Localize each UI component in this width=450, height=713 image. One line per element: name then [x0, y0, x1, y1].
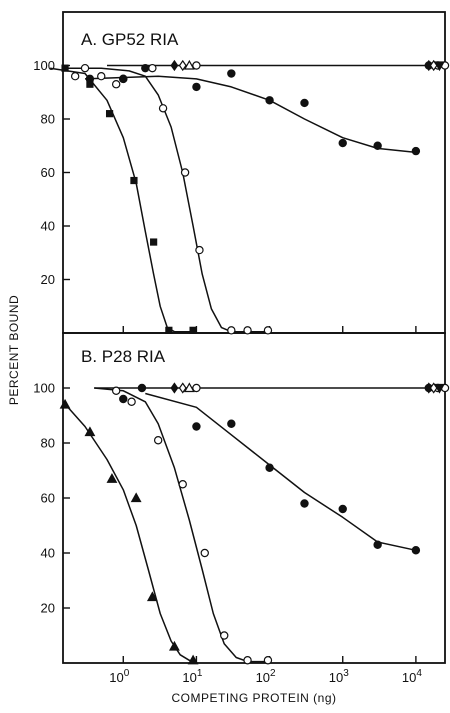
panel-a-series-2-curve — [84, 75, 416, 154]
panel-b-series-1-point-1 — [127, 397, 136, 406]
panel-a-series-0-point-1 — [86, 80, 94, 88]
panel-b-plot: 20 40 60 80 100 — [33, 381, 450, 665]
y-axis-label: PERCENT BOUND — [7, 295, 21, 405]
x-tick-label-100: 102 — [256, 668, 276, 685]
panel-b-series-1-point-3 — [178, 480, 187, 489]
x-tick-label-10000: 104 — [402, 668, 422, 685]
panel-a-series-2-point-8 — [373, 141, 382, 150]
panel-a-series-2-point-9 — [411, 146, 421, 156]
panel-a-title: A. GP52 RIA — [81, 30, 179, 49]
panel-b-series-1-point-6 — [243, 656, 252, 665]
panel-a-series-1-point-6 — [158, 104, 168, 113]
panel-a-series-1-point-10 — [243, 326, 252, 335]
panel-a-series-1-point-5 — [148, 63, 157, 73]
x-tick-label-1: 100 — [109, 668, 129, 685]
panel-a-ytick-label-80: 80 — [41, 112, 55, 127]
panel-b-series-2-point-2 — [192, 422, 201, 431]
panel-a-series-0-point-2 — [105, 110, 114, 118]
panel-b-series-1-point-4 — [200, 548, 209, 558]
panel-b-series-0-point-1 — [84, 426, 96, 437]
panel-a-series-0-curve — [49, 67, 197, 333]
panel-a-series-4-point-0 — [170, 59, 179, 72]
panel-b-ytick-label-100: 100 — [33, 381, 55, 396]
panel-a-series-3-point-0 — [192, 61, 201, 70]
panel-b-series-2-point-5 — [300, 499, 309, 508]
panel-b-ytick-label-20: 20 — [41, 601, 55, 616]
panel-b-series-4-point-0 — [170, 382, 179, 394]
panel-a-plot: 20 40 60 80 100 — [33, 58, 450, 335]
panel-a-series-2-point-1 — [119, 74, 128, 84]
panel-b-series-1-point-0 — [111, 386, 121, 395]
panel-a-series-2-point-0 — [85, 74, 95, 84]
panel-b-title: B. P28 RIA — [81, 347, 166, 366]
panel-b-series-2-point-4 — [265, 463, 274, 472]
panel-a-series-2-point-6 — [300, 98, 309, 108]
panel-b-series-6-point-0 — [183, 382, 195, 393]
x-axis: 100 101 102 103 104 — [109, 668, 422, 685]
panel-a-series-2-point-5 — [265, 96, 274, 105]
panel-b-series-1-point-2 — [153, 436, 163, 445]
panel-a-series-1-point-7 — [180, 168, 190, 177]
panel-a-series-2-point-7 — [338, 138, 347, 148]
panel-b-series-0-point-2 — [106, 473, 118, 483]
panel-b-series-2-point-7 — [373, 540, 382, 549]
panel-a-series-6-point-0 — [183, 59, 195, 70]
panel-b-series-1-curve — [94, 387, 270, 663]
x-tick-label-10: 101 — [182, 668, 202, 685]
panel-b-series-1-point-7 — [263, 656, 273, 665]
panel-a-series-0-point-4 — [150, 238, 158, 246]
panel-b-series-0-point-6 — [187, 654, 199, 665]
panel-b-series-7-point-0 — [434, 383, 445, 394]
panel-a-series-1-point-8 — [195, 245, 204, 255]
panel-b-series-2-curve — [145, 392, 417, 552]
panel-b-series-2-point-3 — [227, 419, 236, 428]
panel-b-ytick-label-40: 40 — [41, 546, 55, 561]
panel-a-series-0-point-3 — [130, 176, 138, 185]
panel-b-series-0-point-5 — [168, 640, 180, 651]
panel-b-series-2-point-8 — [411, 546, 421, 555]
panel-a-series-1-point-1 — [80, 63, 90, 73]
panel-a-ytick-label-60: 60 — [41, 165, 55, 180]
panel-a-series-0-point-5 — [165, 326, 173, 334]
x-axis-label: COMPETING PROTEIN (ng) — [171, 691, 336, 705]
panel-a-ytick-label-100: 100 — [33, 58, 55, 73]
panel-b-series-2-point-0 — [119, 394, 128, 404]
panel-b-ytick-label-80: 80 — [41, 436, 55, 451]
panel-a-series-0-point-6 — [189, 326, 197, 334]
panel-a-series-1-point-3 — [111, 80, 121, 89]
panel-a-series-1-point-0 — [70, 71, 80, 81]
panel-b-ytick-label-60: 60 — [41, 491, 55, 506]
panel-b-series-1-point-5 — [220, 631, 229, 640]
panel-b-frame — [62, 332, 446, 664]
plot-frame — [62, 11, 446, 664]
panel-b-series-0-curve — [62, 401, 197, 663]
panel-b-series-0-point-4 — [146, 591, 158, 602]
panel-a-ytick-label-40: 40 — [41, 219, 55, 234]
panel-b-series-2-point-1 — [137, 383, 147, 393]
panel-b-series-2-point-6 — [338, 504, 347, 514]
panel-a-series-1-point-11 — [263, 326, 273, 335]
panel-b-series-5-point-0 — [178, 382, 187, 394]
panel-a-frame — [62, 11, 446, 334]
panel-a-series-1-point-9 — [227, 326, 236, 335]
panel-a-ytick-label-20: 20 — [41, 272, 55, 287]
panel-b-series-0-point-3 — [130, 492, 142, 503]
panel-a-series-0-point-0 — [61, 64, 69, 72]
panel-a-series-2-point-2 — [141, 63, 150, 73]
panel-b-series-0-point-0 — [59, 398, 71, 409]
panel-b-series-3-point-0 — [192, 383, 201, 393]
panel-a-series-5-point-0 — [178, 59, 187, 72]
panel-a-series-2-point-4 — [227, 69, 236, 78]
x-tick-label-1000: 103 — [329, 668, 349, 685]
panel-a-series-2-point-3 — [192, 82, 201, 92]
panel-a-series-1-point-2 — [97, 71, 106, 81]
panel-a-series-7-point-0 — [434, 61, 445, 72]
